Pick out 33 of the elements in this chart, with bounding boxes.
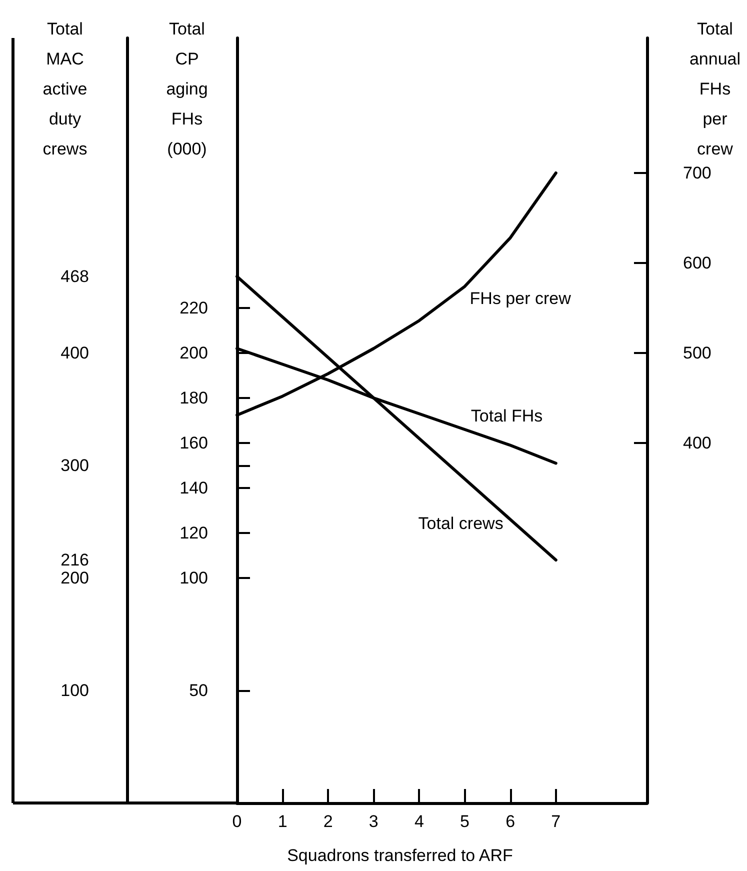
y3-tick-label: 100 bbox=[60, 681, 89, 700]
y-tick-label: 50 bbox=[189, 681, 208, 700]
x-tick-label: 0 bbox=[232, 812, 242, 831]
y3-tick-label: 216 bbox=[60, 550, 89, 570]
y2-tick-label: 400 bbox=[683, 434, 712, 452]
y2-tick-label: 600 bbox=[683, 254, 712, 272]
y-tick-label: 140 bbox=[180, 478, 208, 498]
y3-axis-title: Total MAC active duty crews bbox=[42, 20, 88, 158]
y2-axis-title: Total annual FHs per crew bbox=[689, 20, 741, 158]
y2-tick-label: 700 bbox=[683, 164, 712, 182]
y2-tick-label: 500 bbox=[683, 344, 712, 362]
x-axis-title: Squadrons transferred to ARF bbox=[287, 846, 513, 865]
x-tick-label: 2 bbox=[323, 812, 333, 831]
y-tick-label: 100 bbox=[180, 568, 208, 588]
x-tick-label: 6 bbox=[506, 812, 516, 831]
y3-tick-label: 400 bbox=[60, 344, 89, 362]
y-tick-label: 120 bbox=[180, 524, 208, 542]
y3-tick-label: 468 bbox=[60, 267, 89, 286]
x-tick-label: 4 bbox=[414, 812, 424, 831]
y-tick-label: 160 bbox=[180, 434, 208, 452]
series-label: FHs per crew bbox=[470, 288, 572, 308]
series-label: Total crews bbox=[418, 514, 504, 533]
y-tick-label: 220 bbox=[180, 298, 208, 318]
x-tick-label: 3 bbox=[368, 812, 378, 831]
x-tick-label: 7 bbox=[551, 812, 561, 831]
y3-tick-label: 200 bbox=[60, 568, 89, 588]
x-tick-label: 1 bbox=[278, 812, 288, 831]
y-axis-title: Total CP aging FHs (000) bbox=[166, 20, 208, 158]
x-tick-label: 5 bbox=[460, 812, 470, 831]
series-label: Total FHs bbox=[470, 406, 543, 426]
y3-tick-label: 300 bbox=[60, 456, 89, 475]
y-tick-label: 200 bbox=[180, 344, 208, 362]
y-tick-label: 180 bbox=[180, 388, 208, 408]
